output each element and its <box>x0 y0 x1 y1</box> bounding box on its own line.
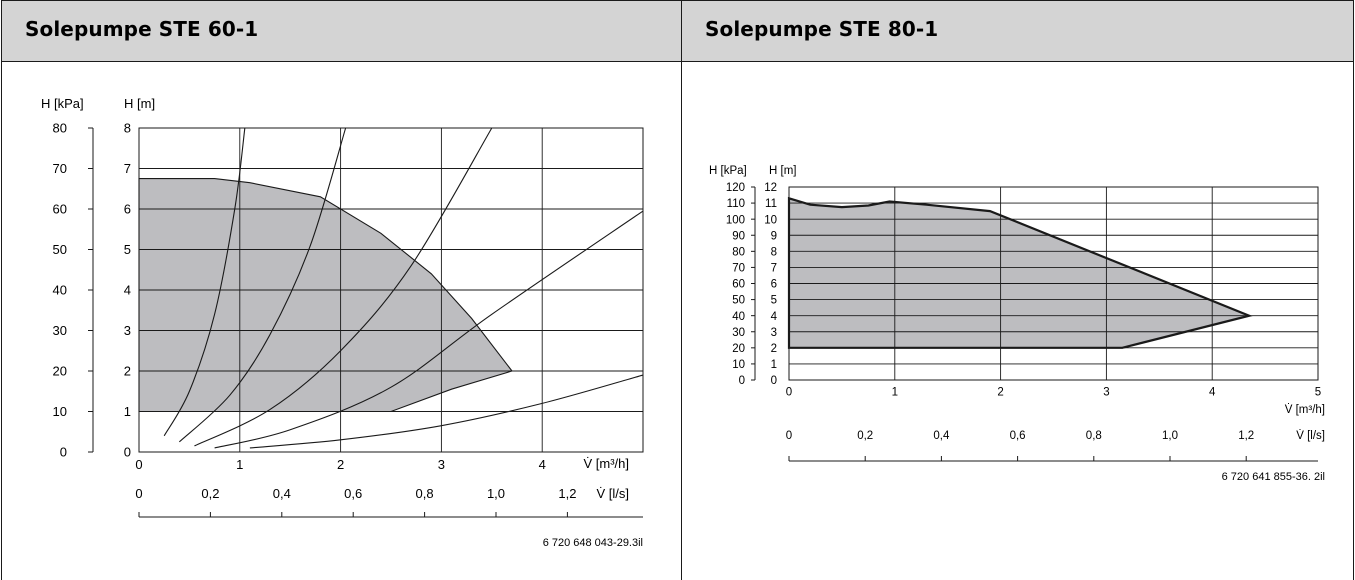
chart2-operating-range-fill <box>789 198 1250 348</box>
chart2-kpa-tick-label-8: 80 <box>732 246 745 258</box>
chart1-ls-tick-label-3: 0,6 <box>344 486 362 501</box>
chart1-kpa-tick-label-5: 50 <box>53 242 67 257</box>
chart1-x-tick-label-3: 3 <box>438 457 445 472</box>
chart1-ls-tick-label-4: 0,8 <box>416 486 434 501</box>
chart1-m-tick-label-0: 0 <box>124 445 131 460</box>
chart2-x-tick-label-1: 1 <box>892 387 898 399</box>
chart2-kpa-tick-label-4: 40 <box>732 311 745 323</box>
chart2-kpa-tick-label-12: 120 <box>726 182 745 194</box>
chart1-ls-tick-label-1: 0,2 <box>201 486 219 501</box>
chart1-figure-code: 6 720 648 043-29.3il <box>543 537 643 549</box>
chart2-kpa-tick-label-2: 20 <box>732 343 745 355</box>
chart1-m-tick-label-7: 7 <box>124 161 131 176</box>
chart2-ls-tick-label-6: 1,2 <box>1238 430 1254 442</box>
chart2-x-label: V̇ [m³/h] <box>1285 403 1325 416</box>
chart1-x-tick-label-1: 1 <box>236 457 243 472</box>
chart1-kpa-tick-label-8: 80 <box>53 121 67 136</box>
chart2-kpa-tick-label-5: 50 <box>732 295 745 307</box>
chart2-m-tick-label-6: 6 <box>771 279 777 291</box>
chart1-plot-border <box>138 127 644 453</box>
chart1-m-tick-label-1: 1 <box>124 404 131 419</box>
chart2-m-tick-label-5: 5 <box>771 295 777 307</box>
chart2-operating-range-outline <box>787 196 1253 349</box>
chart2-kpa-tick-label-10: 100 <box>726 214 745 226</box>
chart2-kpa-tick-label-3: 30 <box>732 327 745 339</box>
chart1-x-tick-label-4: 4 <box>539 457 546 472</box>
chart1-kpa-tick-label-2: 20 <box>53 364 67 379</box>
chart2-m-tick-label-9: 9 <box>771 230 777 242</box>
chart2-kpa-tick-label-0: 0 <box>739 375 745 387</box>
chart2-m-tick-label-8: 8 <box>771 246 777 258</box>
chart1-x-tick-label-0: 0 <box>135 457 142 472</box>
chart1-system-curve-4 <box>214 210 644 449</box>
chart2-m-tick-label-7: 7 <box>771 263 777 275</box>
chart1-kpa-tick-label-6: 60 <box>53 202 67 217</box>
chart2-m-tick-label-3: 3 <box>771 327 777 339</box>
chart2-x-tick-label-3: 3 <box>1103 387 1109 399</box>
chart2-ls-tick-label-3: 0,6 <box>1010 430 1026 442</box>
chart1-m-tick-label-8: 8 <box>124 121 131 136</box>
chart2-y-right-label: H [m] <box>769 165 796 177</box>
chart1-ls-tick-label-5: 1,0 <box>487 486 505 501</box>
chart1-kpa-tick-label-4: 40 <box>53 283 67 298</box>
chart1-operating-range-outline <box>138 178 513 413</box>
chart2-x-tick-label-4: 4 <box>1209 387 1216 399</box>
chart1-m-tick-label-4: 4 <box>124 283 131 298</box>
chart2-m-tick-label-1: 1 <box>771 359 777 371</box>
chart1-ls-tick-label-6: 1,2 <box>558 486 576 501</box>
chart1-y-right-label: H [m] <box>124 96 155 111</box>
chart2-x-tick-label-2: 2 <box>997 387 1003 399</box>
chart1-ls-tick-label-0: 0 <box>135 486 142 501</box>
chart1-operating-range-fill <box>139 178 512 412</box>
chart1-x-tick-label-2: 2 <box>337 457 344 472</box>
chart2-x-tick-label-0: 0 <box>786 387 792 399</box>
chart1-kpa-tick-label-7: 70 <box>53 161 67 176</box>
chart2-m-tick-label-11: 11 <box>765 198 777 210</box>
chart1-kpa-tick-label-0: 0 <box>60 445 67 460</box>
chart2-kpa-tick-label-7: 70 <box>732 263 745 275</box>
chart2-kpa-tick-label-11: 110 <box>727 198 745 210</box>
panel-title-ste-80: Solepumpe STE 80-1 <box>705 17 939 41</box>
panel-title-ste-60: Solepumpe STE 60-1 <box>25 17 259 41</box>
chart2-m-tick-label-10: 10 <box>764 214 777 226</box>
chart2-ls-tick-label-4: 0,8 <box>1086 430 1102 442</box>
chart1-system-curve-1 <box>163 127 246 437</box>
chart2-kpa-tick-label-9: 90 <box>732 230 745 242</box>
chart2-y-left-label: H [kPa] <box>709 165 747 177</box>
chart1-x-label: V̇ [m³/h] <box>583 456 629 471</box>
chart1-m-tick-label-2: 2 <box>124 364 131 379</box>
chart2-m-tick-label-2: 2 <box>771 343 777 355</box>
chart1-system-curve-3 <box>194 127 493 447</box>
chart1-y-left-label: H [kPa] <box>41 96 84 111</box>
chart1-m-tick-label-6: 6 <box>124 202 131 217</box>
chart2-x2-label: V̇ [l/s] <box>1296 429 1325 442</box>
chart1-system-curve-2 <box>178 127 347 443</box>
table-right-border <box>1353 0 1354 580</box>
chart2-ls-tick-label-1: 0,2 <box>857 430 873 442</box>
chart1-ls-tick-label-2: 0,4 <box>273 486 291 501</box>
chart2-ls-tick-label-2: 0,4 <box>933 430 950 442</box>
chart2-m-tick-label-4: 4 <box>771 311 778 323</box>
chart2-ls-tick-label-0: 0 <box>786 430 792 442</box>
chart2-plot-border <box>788 186 1319 381</box>
chart2-ls-tick-label-5: 1,0 <box>1162 430 1178 442</box>
panel-header-ste-80: Solepumpe STE 80-1 <box>681 0 1354 62</box>
table-column-divider <box>681 0 682 580</box>
chart2-m-tick-label-12: 12 <box>764 182 777 194</box>
chart1-m-tick-label-5: 5 <box>124 242 131 257</box>
panel-header-ste-60: Solepumpe STE 60-1 <box>1 0 681 62</box>
chart2-kpa-tick-label-6: 60 <box>732 279 745 291</box>
chart2-x-tick-label-5: 5 <box>1315 387 1321 399</box>
chart1-x2-label: V̇ [l/s] <box>596 486 629 501</box>
chart1-kpa-tick-label-3: 30 <box>53 323 67 338</box>
chart2-kpa-tick-label-1: 10 <box>732 359 745 371</box>
table-left-border <box>1 0 2 580</box>
chart1-m-tick-label-3: 3 <box>124 323 131 338</box>
chart2-figure-code: 6 720 641 855-36. 2il <box>1222 471 1325 483</box>
chart2-m-tick-label-0: 0 <box>771 375 777 387</box>
chart1-kpa-tick-label-1: 10 <box>53 404 67 419</box>
chart1-system-curve-5 <box>249 374 644 449</box>
